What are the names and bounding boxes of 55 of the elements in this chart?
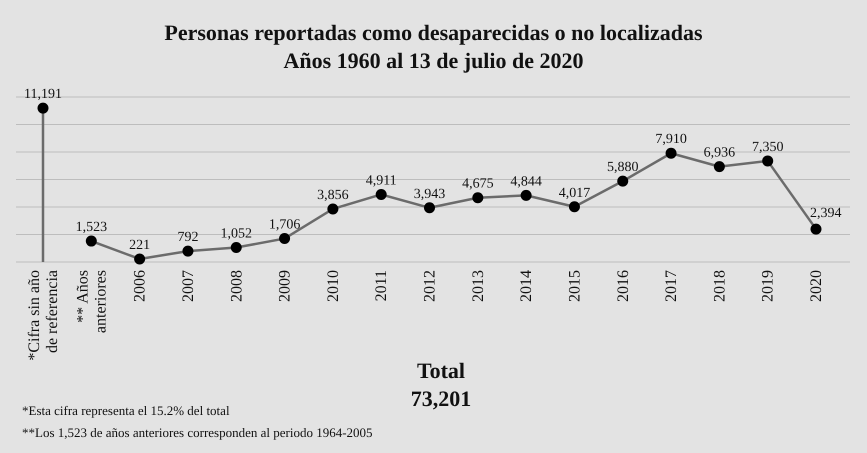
point: [568, 201, 580, 212]
point: [472, 192, 484, 204]
x-tick-label: 2007: [180, 270, 197, 302]
chart-title: Personas reportadas como desaparecidas o no localizadas: [164, 20, 704, 45]
x-tick-label: 2015: [566, 270, 584, 302]
data-label: 4,017: [558, 186, 590, 201]
data-label: 4,675: [462, 176, 494, 192]
point: [230, 242, 242, 254]
x-tick-label: 2010: [324, 270, 342, 302]
data-label: 1,052: [220, 226, 252, 242]
x-tick-label: *Cifra sin año de referencia: [26, 270, 61, 361]
point: [520, 190, 532, 201]
point: [38, 102, 48, 114]
data-label: 6,936: [704, 146, 736, 161]
data-label: 7,350: [752, 140, 784, 155]
x-tick-label: 2020: [808, 270, 825, 302]
x-tick-label: 2011: [373, 270, 390, 302]
point: [424, 202, 435, 214]
x-tick-label: 2009: [276, 270, 294, 302]
x-tick-label: 2018: [711, 270, 728, 302]
x-tick-label: 2006: [132, 270, 149, 302]
point: [762, 155, 774, 166]
x-tick-label: 2013: [470, 270, 487, 302]
data-label: 1,523: [76, 220, 108, 236]
point: [327, 203, 338, 214]
data-label: 2,394: [810, 206, 842, 222]
chart-subtitle: Años 1960 al 13 de julio de 2020: [283, 48, 584, 73]
data-label: 1,706: [268, 218, 300, 233]
data-label: 11,191: [24, 87, 62, 102]
point: [376, 188, 387, 200]
point: [279, 233, 290, 244]
data-label: 4,844: [510, 174, 542, 190]
text: Total 73,201: [410, 358, 472, 411]
point: [86, 236, 97, 247]
point: [666, 148, 677, 159]
x-tick-label: 2016: [614, 270, 632, 302]
point: [810, 224, 822, 235]
x-tick-label: 2008: [228, 270, 246, 302]
x-tick-label: 2012: [422, 270, 438, 302]
data-label: 3,943: [414, 186, 446, 202]
point: [134, 253, 146, 264]
data-label: 792: [177, 230, 198, 246]
text: **Los 1,523 de años anteriores corresponden al periodo 1964-2005: [22, 425, 373, 440]
point: [617, 176, 628, 187]
text: *Esta cifra representa el 15.2% del total: [22, 403, 230, 418]
x-tick-label: 2014: [518, 270, 536, 302]
data-label: 5,880: [607, 160, 638, 176]
data-label: 221: [129, 238, 150, 253]
data-label: 4,911: [366, 173, 397, 188]
data-label: 3,856: [317, 188, 349, 203]
x-tick-label: 2019: [760, 270, 777, 302]
x-tick-label: 2017: [663, 270, 680, 302]
data-label: 7,910: [655, 132, 687, 148]
point: [182, 246, 194, 257]
point: [714, 161, 725, 172]
